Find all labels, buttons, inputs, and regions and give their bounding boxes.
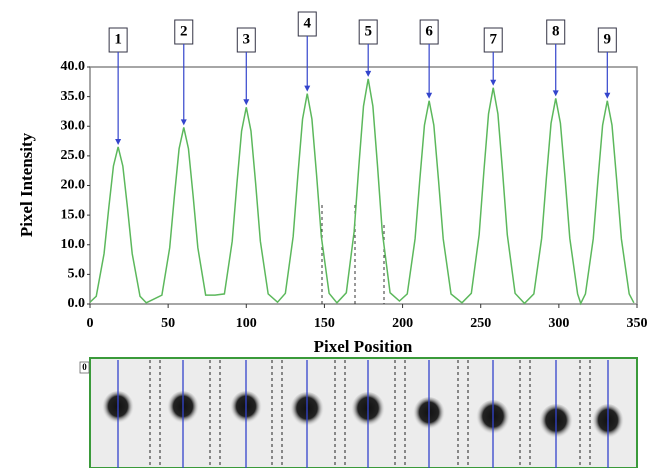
strip-label: 0 [82,362,87,372]
x-tick-label: 250 [470,316,491,331]
annotation-label: 1 [114,31,122,47]
chart: Pixel Intensity Pixel Position 0 [0,0,647,468]
x-axis-title: Pixel Position [314,337,413,356]
x-tick-label: 50 [161,316,175,331]
y-tick-label: 0.0 [68,296,86,311]
x-tick-label: 150 [314,316,335,331]
y-tick-label: 5.0 [68,267,86,282]
gel-strip: 0 [80,358,637,468]
x-tick-label: 200 [392,316,413,331]
y-axis-title: Pixel Intensity [17,132,36,237]
y-tick-label: 30.0 [61,118,86,133]
annotation-label: 4 [303,15,311,31]
annotation-label: 6 [425,23,433,39]
x-tick-label: 100 [236,316,257,331]
y-tick-label: 10.0 [61,237,86,252]
x-tick-label: 300 [548,316,569,331]
annotation-label: 2 [180,23,188,39]
y-tick-label: 20.0 [61,178,86,193]
annotation-label: 5 [364,23,372,39]
y-tick-label: 40.0 [61,59,86,74]
y-tick-label: 35.0 [61,89,86,104]
y-tick-label: 15.0 [61,207,86,222]
annotation-label: 8 [552,23,560,39]
x-tick-label: 0 [87,316,94,331]
x-tick-label: 350 [627,316,647,331]
annotation-label: 9 [604,31,612,47]
annotation-label: 3 [243,31,251,47]
annotation-label: 7 [489,31,497,47]
y-tick-label: 25.0 [61,148,86,163]
